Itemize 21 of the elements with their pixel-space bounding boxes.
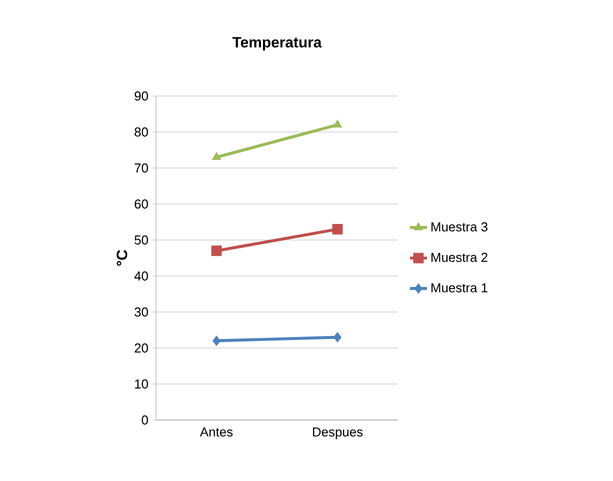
y-tick-label: 20 — [134, 343, 148, 353]
legend-label: Muestra 3 — [432, 222, 488, 232]
y-tick-label: 10 — [135, 379, 148, 389]
y-tick-label: 80 — [134, 127, 148, 137]
chart-title: Temperatura — [232, 37, 322, 50]
point — [212, 336, 220, 346]
point — [211, 246, 222, 256]
y-tick-label: 50 — [134, 235, 148, 245]
y-tick-label: 90 — [134, 91, 148, 101]
y-tick-label: 30 — [134, 307, 148, 317]
x-tick-label: Antes — [200, 428, 233, 437]
y-tick-label: 0 — [142, 415, 148, 425]
y-tick-label: 60 — [134, 199, 148, 209]
point — [332, 224, 343, 234]
x-tick-label: Despues — [313, 428, 363, 440]
legend-label: Muestra 1 — [432, 283, 488, 292]
point — [334, 332, 342, 342]
y-tick-label: 40 — [134, 271, 148, 281]
legend-label: Muestra 2 — [432, 252, 488, 262]
y-tick-label: 70 — [134, 163, 148, 173]
y-axis-title: °C — [116, 250, 128, 266]
